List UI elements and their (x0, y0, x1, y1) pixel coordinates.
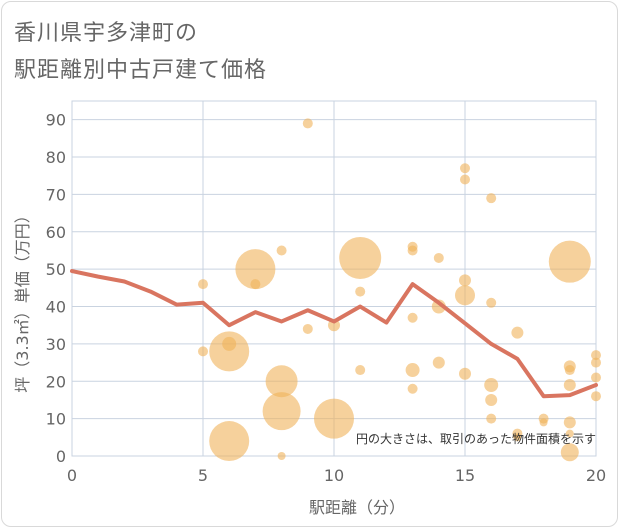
bubble-point (355, 365, 366, 376)
bubble-layer (198, 118, 601, 462)
bubble-point (486, 297, 497, 308)
bubble-point (262, 392, 301, 431)
bubble-point (539, 418, 548, 427)
x-tick-label: 20 (586, 466, 606, 485)
bubble-point (511, 326, 524, 339)
y-tick-label: 10 (46, 410, 66, 429)
bubble-point (484, 378, 499, 392)
y-tick-label: 0 (56, 447, 66, 466)
bubble-point (209, 331, 250, 372)
bubble-point (591, 372, 601, 383)
x-tick-label: 10 (324, 466, 344, 485)
bubble-point (198, 346, 208, 357)
bubble-point (405, 363, 420, 378)
y-tick-label: 30 (46, 335, 66, 354)
bubble-point (198, 279, 208, 290)
y-tick-label: 90 (46, 111, 66, 130)
bubble-point (277, 452, 286, 460)
bubble-point (355, 286, 366, 297)
bubble-point (432, 356, 445, 369)
bubble-point (265, 365, 298, 398)
grid-lines (71, 100, 597, 457)
bubble-point (339, 236, 382, 279)
bubble-point (563, 379, 576, 391)
x-axis-title: 駅距離（分） (309, 498, 405, 517)
bubble-point (513, 433, 522, 442)
y-axis-title: 坪（3.3㎡）単価（万円） (13, 207, 32, 392)
bubble-point (460, 163, 470, 174)
bubble-point (276, 245, 287, 256)
bubble-point (407, 383, 418, 394)
bubble-point (222, 336, 237, 351)
y-tick-label: 40 (46, 298, 66, 317)
bubble-point (564, 365, 575, 376)
tick-labels: 0 10 20 30 40 50 60 70 80 90 0 5 10 15 20 (46, 111, 607, 485)
bubble-point (250, 279, 261, 290)
bubble-point (591, 357, 601, 368)
bubble-point (565, 429, 574, 438)
bubble-point (591, 391, 601, 402)
bubble-point (460, 174, 470, 185)
bubble-point (560, 443, 579, 462)
x-tick-label: 15 (455, 466, 475, 485)
average-line-layer (70, 269, 598, 399)
bubble-point (407, 245, 418, 256)
y-tick-label: 80 (46, 148, 66, 167)
bubble-point (302, 118, 313, 129)
bubble-point (209, 421, 250, 462)
bubble-point (563, 416, 576, 429)
bubble-point (459, 367, 471, 380)
bubble-point (485, 393, 498, 406)
x-tick-label: 0 (67, 466, 77, 485)
bubble-point (235, 249, 276, 290)
bubble-point (486, 193, 497, 204)
bubble-point (459, 274, 471, 287)
bubble-point (302, 323, 313, 334)
y-tick-label: 50 (46, 260, 66, 279)
y-tick-label: 60 (46, 223, 66, 242)
bubble-point (455, 285, 475, 306)
chart-title-line-2: 駅距離別中古戸建て価格 (14, 58, 268, 83)
bubble-point (407, 312, 418, 323)
bubble-point (314, 398, 354, 439)
x-tick-label: 5 (198, 466, 208, 485)
y-tick-label: 70 (46, 185, 66, 204)
bubble-size-note: 円の大きさは、取引のあった物件面積を示す (356, 431, 596, 446)
bubble-point (486, 413, 497, 424)
average-price-line (70, 269, 598, 399)
bubble-point (433, 252, 444, 263)
bubble-point (548, 240, 591, 283)
y-tick-label: 20 (46, 372, 66, 391)
plot-area-border (71, 100, 597, 457)
chart-title-line-1: 香川県宇多津町の (14, 21, 199, 46)
bubble-point (591, 350, 601, 361)
